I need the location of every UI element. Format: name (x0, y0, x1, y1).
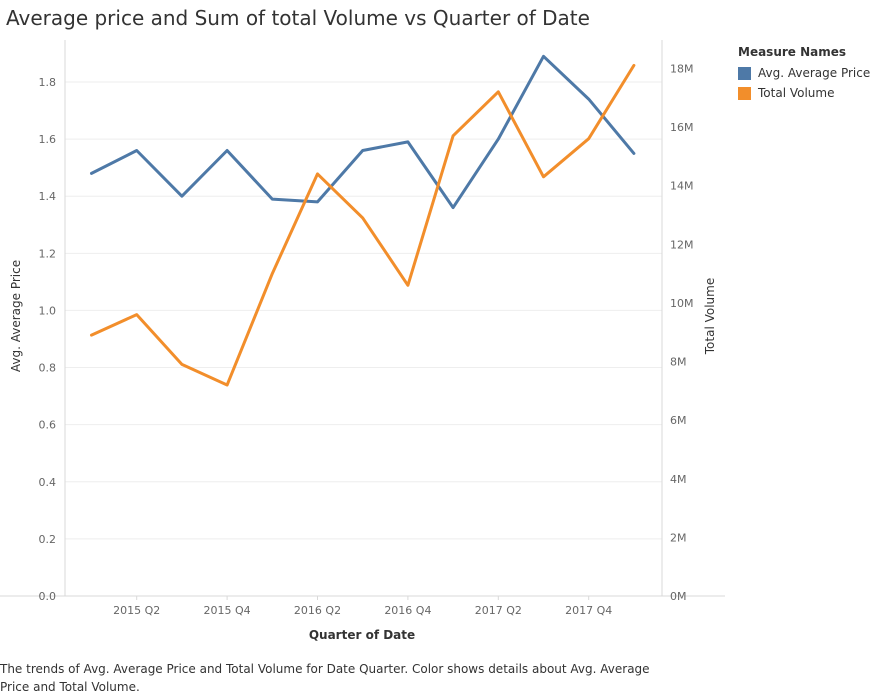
x-tick-label: 2017 Q4 (565, 604, 612, 617)
left-tick-label: 1.4 (39, 190, 57, 203)
left-tick-label: 0.0 (39, 590, 57, 603)
chart-title: Average price and Sum of total Volume vs… (6, 6, 590, 30)
left-axis-label: Avg. Average Price (9, 260, 23, 372)
x-tick-label: 2016 Q4 (384, 604, 431, 617)
right-tick-label: 6M (670, 414, 687, 427)
left-tick-label: 0.4 (39, 476, 57, 489)
x-tick-label: 2016 Q2 (294, 604, 341, 617)
left-tick-label: 1.0 (39, 304, 57, 317)
x-axis-ticks: 2015 Q2 2015 Q4 2016 Q2 2016 Q4 2017 Q2 2017 … (113, 596, 612, 617)
axes (0, 40, 725, 597)
left-tick-label: 0.6 (39, 419, 57, 432)
x-axis-label: Quarter of Date (309, 628, 415, 642)
left-tick-label: 0.8 (39, 362, 57, 375)
x-tick-label: 2017 Q2 (475, 604, 522, 617)
right-tick-label: 10M (670, 297, 694, 310)
left-tick-label: 1.6 (39, 133, 57, 146)
series-line-total-volume[interactable] (90, 63, 636, 387)
legend-swatch (738, 66, 751, 80)
right-tick-label: 0M (670, 590, 687, 603)
legend-item-total-volume[interactable]: Total Volume (738, 83, 870, 103)
series-lines (90, 54, 636, 387)
legend-item-avg-price[interactable]: Avg. Average Price (738, 63, 870, 83)
x-tick-label: 2015 Q4 (204, 604, 251, 617)
left-tick-label: 1.8 (39, 76, 57, 89)
right-tick-label: 2M (670, 531, 687, 544)
chart-caption: The trends of Avg. Average Price and Tot… (0, 662, 650, 694)
left-tick-label: 1.2 (39, 247, 57, 260)
right-tick-label: 12M (670, 238, 694, 251)
series-line-avg-average-price[interactable] (90, 54, 636, 210)
legend-title: Measure Names (738, 45, 847, 59)
legend: Measure Names Avg. Average Price Total V… (738, 45, 870, 103)
left-axis-ticks: 0.0 0.2 0.4 0.6 0.8 1.0 1.2 1.4 1.6 1.8 (39, 76, 57, 603)
right-axis-label: Total Volume (703, 278, 717, 355)
gridlines (65, 81, 662, 597)
legend-label: Total Volume (758, 86, 835, 100)
legend-swatch (738, 86, 751, 100)
right-tick-label: 14M (670, 180, 694, 193)
right-tick-label: 16M (670, 121, 694, 134)
right-axis-ticks: 0M 2M 4M 6M 8M 10M 12M 14M 16M 18M (670, 62, 694, 603)
right-tick-label: 18M (670, 62, 694, 75)
x-tick-label: 2015 Q2 (113, 604, 160, 617)
legend-label: Avg. Average Price (758, 66, 871, 80)
right-tick-label: 4M (670, 473, 687, 486)
right-tick-label: 8M (670, 356, 687, 369)
left-tick-label: 0.2 (39, 533, 57, 546)
